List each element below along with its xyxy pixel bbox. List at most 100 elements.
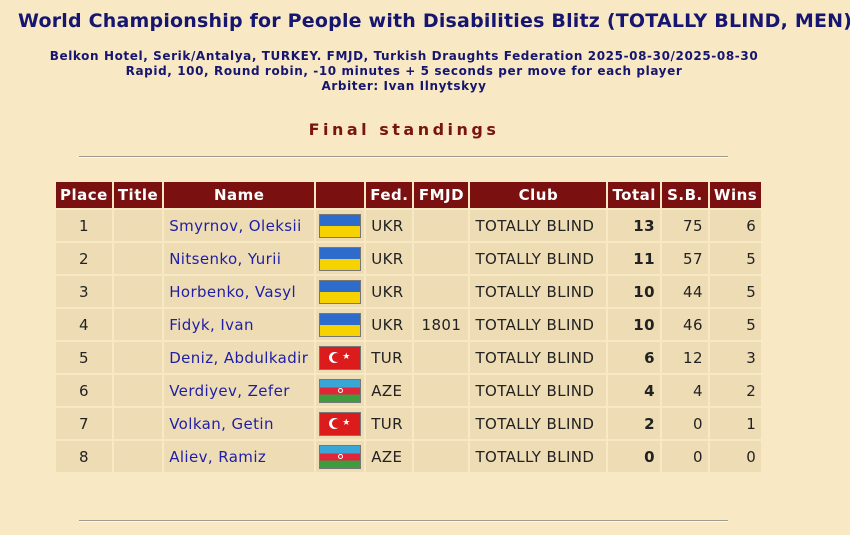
cell-wins: 0: [709, 441, 762, 472]
column-header-name: Name: [164, 182, 315, 208]
cell-fmjd: [414, 408, 469, 439]
cell-title: [113, 309, 163, 340]
cell-wins: 5: [709, 309, 762, 340]
player-name-link[interactable]: Nitsenko, Yurii: [164, 243, 315, 274]
player-name-link[interactable]: Fidyk, Ivan: [164, 309, 315, 340]
turkey-flag-icon: ★: [319, 345, 362, 370]
azerbaijan-flag-icon: [319, 378, 362, 403]
cell-flag: [316, 276, 365, 307]
cell-club: TOTALLY BLIND: [470, 441, 607, 472]
column-header-fed: Fed.: [366, 182, 413, 208]
cell-total: 11: [608, 243, 660, 274]
cell-wins: 1: [709, 408, 762, 439]
cell-club: TOTALLY BLIND: [470, 243, 607, 274]
cell-flag: [316, 210, 365, 241]
page-title: World Championship for People with Disab…: [18, 10, 850, 32]
cell-sb: 0: [661, 408, 708, 439]
cell-fed: UKR: [366, 243, 413, 274]
ukraine-flag-icon: [319, 246, 362, 271]
cell-fed: TUR: [366, 342, 413, 373]
column-header-fmjd: FMJD: [414, 182, 469, 208]
cell-total: 2: [608, 408, 660, 439]
cell-sb: 46: [661, 309, 708, 340]
standings-table: Place Title Name Fed. FMJD Club Total S.…: [54, 180, 763, 474]
cell-flag: [316, 243, 365, 274]
cell-fed: UKR: [366, 210, 413, 241]
column-header-sb: S.B.: [661, 182, 708, 208]
cell-fed: AZE: [366, 441, 413, 472]
cell-club: TOTALLY BLIND: [470, 309, 607, 340]
cell-title: [113, 408, 163, 439]
cell-flag: [316, 309, 365, 340]
cell-wins: 3: [709, 342, 762, 373]
divider-bottom: [79, 520, 728, 522]
cell-fed: UKR: [366, 309, 413, 340]
table-row: 3 Horbenko, Vasyl UKR TOTALLY BLIND 10 44 5: [56, 276, 762, 307]
player-name-link[interactable]: Verdiyev, Zefer: [164, 375, 315, 406]
event-info-venue: Belkon Hotel, Serik/Antalya, TURKEY. FMJ…: [49, 49, 759, 63]
player-name-link[interactable]: Aliev, Ramiz: [164, 441, 315, 472]
cell-fmjd: [414, 375, 469, 406]
cell-fed: TUR: [366, 408, 413, 439]
cell-fmjd: 1801: [414, 309, 469, 340]
cell-total: 4: [608, 375, 660, 406]
player-name-link[interactable]: Smyrnov, Oleksii: [164, 210, 315, 241]
cell-club: TOTALLY BLIND: [470, 408, 607, 439]
cell-sb: 75: [661, 210, 708, 241]
cell-wins: 5: [709, 243, 762, 274]
cell-title: [113, 243, 163, 274]
table-row: 1 Smyrnov, Oleksii UKR TOTALLY BLIND 13 75 6: [56, 210, 762, 241]
cell-sb: 0: [661, 441, 708, 472]
table-row: 6 Verdiyev, Zefer AZE TOTALLY BLIND 4 4 2: [56, 375, 762, 406]
cell-place: 6: [56, 375, 112, 406]
divider-top: [79, 156, 728, 158]
column-header-wins: Wins: [709, 182, 762, 208]
cell-wins: 2: [709, 375, 762, 406]
ukraine-flag-icon: [319, 213, 362, 238]
player-name-link[interactable]: Horbenko, Vasyl: [164, 276, 315, 307]
column-header-flag: [316, 182, 365, 208]
cell-fmjd: [414, 276, 469, 307]
cell-place: 2: [56, 243, 112, 274]
azerbaijan-flag-icon: [319, 444, 362, 469]
cell-sb: 4: [661, 375, 708, 406]
column-header-total: Total: [608, 182, 660, 208]
cell-total: 10: [608, 309, 660, 340]
table-row: 5 Deniz, Abdulkadir ★ TUR TOTALLY BLIND 6 12 3: [56, 342, 762, 373]
cell-sb: 12: [661, 342, 708, 373]
table-header-row: Place Title Name Fed. FMJD Club Total S.…: [56, 182, 762, 208]
player-name-link[interactable]: Deniz, Abdulkadir: [164, 342, 315, 373]
cell-title: [113, 342, 163, 373]
cell-title: [113, 276, 163, 307]
cell-total: 13: [608, 210, 660, 241]
section-title: Final standings: [308, 120, 500, 139]
cell-place: 7: [56, 408, 112, 439]
table-row: 2 Nitsenko, Yurii UKR TOTALLY BLIND 11 57 5: [56, 243, 762, 274]
cell-club: TOTALLY BLIND: [470, 375, 607, 406]
ukraine-flag-icon: [319, 279, 362, 304]
cell-fmjd: [414, 210, 469, 241]
cell-sb: 57: [661, 243, 708, 274]
player-name-link[interactable]: Volkan, Getin: [164, 408, 315, 439]
table-row: 4 Fidyk, Ivan UKR 1801 TOTALLY BLIND 10 46 5: [56, 309, 762, 340]
column-header-title: Title: [113, 182, 163, 208]
cell-sb: 44: [661, 276, 708, 307]
cell-fed: UKR: [366, 276, 413, 307]
cell-place: 5: [56, 342, 112, 373]
cell-fed: AZE: [366, 375, 413, 406]
cell-fmjd: [414, 441, 469, 472]
cell-club: TOTALLY BLIND: [470, 276, 607, 307]
cell-total: 6: [608, 342, 660, 373]
cell-title: [113, 375, 163, 406]
cell-fmjd: [414, 243, 469, 274]
cell-wins: 6: [709, 210, 762, 241]
column-header-place: Place: [56, 182, 112, 208]
cell-title: [113, 441, 163, 472]
ukraine-flag-icon: [319, 312, 362, 337]
table-row: 7 Volkan, Getin ★ TUR TOTALLY BLIND 2 0 1: [56, 408, 762, 439]
cell-flag: [316, 375, 365, 406]
cell-club: TOTALLY BLIND: [470, 342, 607, 373]
cell-place: 1: [56, 210, 112, 241]
cell-place: 3: [56, 276, 112, 307]
cell-flag: ★: [316, 408, 365, 439]
